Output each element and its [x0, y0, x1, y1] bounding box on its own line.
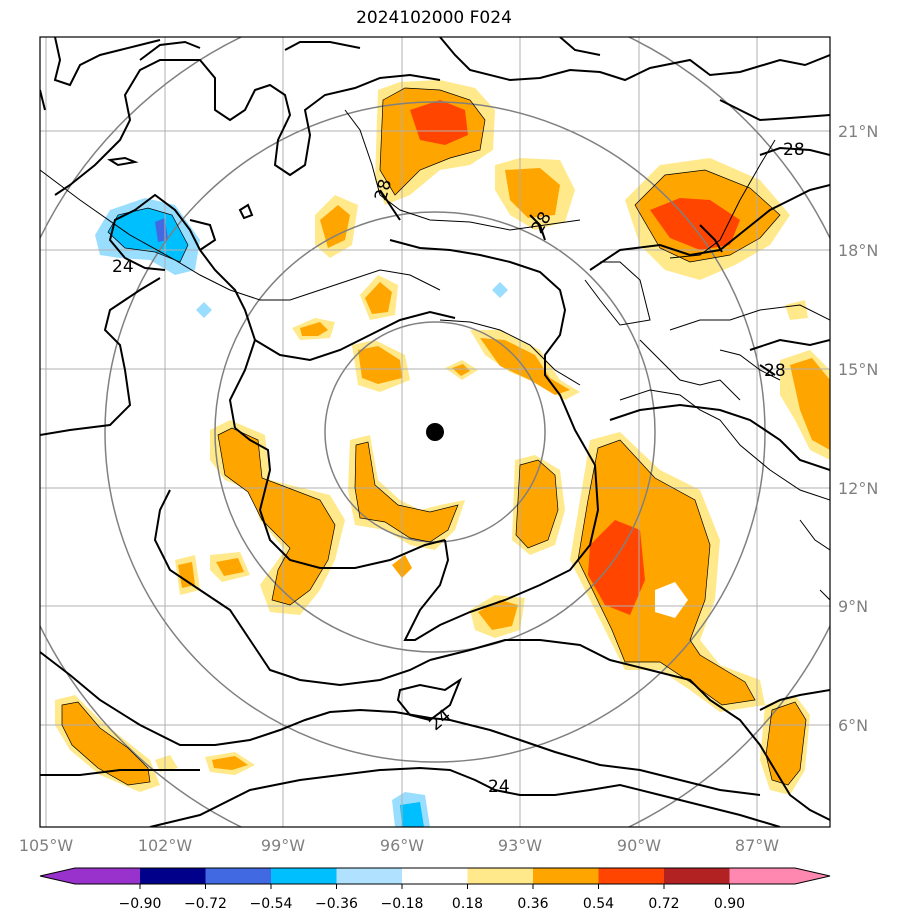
storm-center-marker	[426, 423, 444, 441]
lat-tick-labels: 6°N 9°N 12°N 15°N 18°N 21°N	[838, 122, 878, 735]
lat-tick-label: 21°N	[838, 122, 878, 141]
shade-region	[785, 300, 808, 320]
colorbar: −0.90 −0.72 −0.54 −0.36 −0.18 0.18 0.36 …	[39, 867, 831, 912]
colorbar-segment	[533, 868, 599, 884]
lat-tick-label: 9°N	[838, 597, 868, 616]
lat-tick-label: 18°N	[838, 241, 878, 260]
shade-region	[178, 562, 195, 588]
colorbar-segment	[729, 868, 830, 884]
shade-region	[790, 358, 830, 450]
colorbar-tick-label: −0.90	[119, 896, 162, 912]
shade-region	[365, 282, 392, 314]
colorbar-segment	[402, 868, 468, 884]
shade-region	[452, 364, 470, 376]
shade-region	[400, 802, 424, 827]
lon-tick-label: 102°W	[138, 836, 193, 855]
shade-region	[516, 460, 558, 548]
shade-region	[155, 755, 178, 772]
lat-tick-label: 6°N	[838, 716, 868, 735]
colorbar-tick-label: −0.54	[250, 896, 293, 912]
shade-region	[320, 205, 350, 248]
lat-tick-label: 12°N	[838, 479, 878, 498]
colorbar-outline	[39, 867, 831, 885]
thin-contours	[61, 87, 807, 786]
shade-region	[62, 702, 150, 785]
colorbar-tick-label: 0.18	[452, 896, 483, 912]
colorbar-tick-label: −0.18	[381, 896, 424, 912]
shade-region	[480, 338, 570, 395]
colorbar-segment	[598, 868, 664, 884]
lon-tick-labels: 105°W 102°W 99°W 96°W 93°W 90°W 87°W	[19, 836, 779, 855]
positive-shading	[55, 80, 830, 795]
shade-region	[410, 100, 468, 145]
lon-tick-label: 99°W	[261, 836, 305, 855]
shade-region	[196, 302, 212, 318]
shade-region	[505, 168, 560, 218]
colorbar-tick-label: 0.90	[714, 896, 745, 912]
shade-region	[478, 600, 518, 630]
colorbar-segment	[336, 868, 402, 884]
colorbar-segment	[140, 868, 206, 884]
shade-region	[650, 198, 740, 250]
shade-region	[108, 208, 188, 262]
shade-region	[578, 440, 755, 705]
colorbar-segment	[664, 868, 730, 884]
contour-label: 24	[426, 706, 455, 735]
shade-region	[766, 702, 806, 785]
lon-tick-label: 96°W	[380, 836, 424, 855]
shade-region	[655, 582, 688, 618]
shade-region	[588, 520, 645, 615]
shade-region	[216, 558, 244, 576]
lon-tick-label: 87°W	[735, 836, 779, 855]
colorbar-tick-label: −0.72	[184, 896, 227, 912]
colorbar-segment	[40, 868, 140, 884]
shade-region	[358, 346, 402, 384]
range-rings	[40, 37, 830, 827]
shade-region	[492, 282, 508, 298]
colorbar-segment	[205, 868, 271, 884]
shade-region	[212, 756, 248, 770]
shade-region	[218, 428, 335, 605]
map-title: 2024102000 F024	[356, 8, 512, 28]
lon-tick-label: 93°W	[498, 836, 542, 855]
contour-label: 24	[488, 777, 510, 797]
shade-region	[355, 442, 458, 542]
colorbar-tick-label: 0.36	[517, 896, 548, 912]
colorbar-segment	[467, 868, 533, 884]
lon-tick-label: 90°W	[617, 836, 661, 855]
contour-label: 24	[112, 257, 134, 277]
contour-label: 28	[764, 361, 786, 381]
colorbar-segment	[271, 868, 337, 884]
map-frame	[39, 36, 831, 828]
lon-tick-label: 105°W	[19, 836, 74, 855]
colorbar-tick-label: 0.72	[648, 896, 679, 912]
lat-tick-label: 15°N	[838, 360, 878, 379]
contour-label: 28	[783, 140, 805, 160]
colorbar-tick-label: −0.36	[315, 896, 358, 912]
shade-region	[300, 322, 328, 336]
coastlines	[40, 109, 830, 601]
thick-contours	[40, 37, 830, 827]
colorbar-tick-label: 0.54	[583, 896, 614, 912]
